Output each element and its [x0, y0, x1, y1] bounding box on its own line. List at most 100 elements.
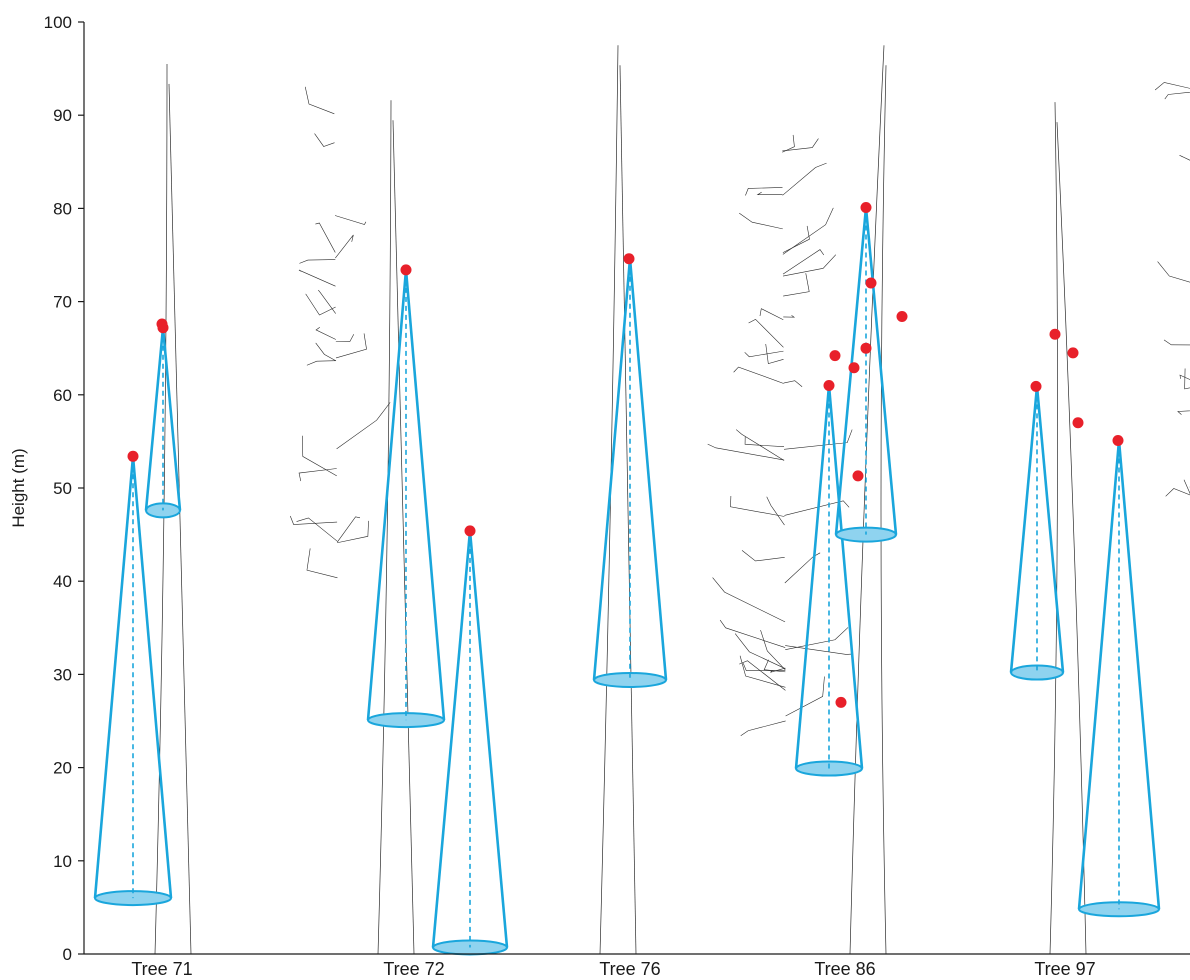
trunk-line [849, 45, 885, 955]
tree-skeleton [599, 45, 1190, 955]
data-point [852, 470, 864, 482]
branch-line [334, 215, 367, 225]
branch-line [784, 429, 853, 450]
x-category-label: Tree 76 [599, 959, 660, 979]
data-point [1049, 328, 1061, 340]
data-point [1030, 380, 1042, 392]
data-point [823, 379, 835, 391]
y-tick-label: 10 [53, 852, 72, 871]
y-tick-label: 20 [53, 759, 72, 778]
branch-line [733, 366, 784, 384]
branch-line [785, 676, 825, 717]
x-category-label: Tree 72 [383, 959, 444, 979]
crown-cone [834, 207, 898, 543]
branch-line [306, 360, 337, 366]
branch-line [336, 516, 361, 543]
branch-line [707, 443, 785, 461]
branch-line [785, 627, 849, 651]
branch-line [306, 548, 338, 579]
branch-line [783, 315, 796, 318]
branch-line [1184, 368, 1190, 390]
branch-line [783, 380, 803, 388]
branch-line [765, 343, 784, 365]
branch-line [296, 517, 338, 542]
branch-line [782, 225, 810, 253]
crown-cone [1077, 440, 1161, 918]
cone-side-line [161, 327, 182, 511]
data-point [1112, 434, 1124, 446]
trunk-line [392, 120, 415, 955]
branch-line [314, 133, 335, 147]
branch-line [782, 254, 837, 277]
crown-cone [431, 530, 509, 956]
tree-skeleton [849, 45, 887, 955]
cone-side-line [864, 207, 898, 535]
branch-line [302, 435, 337, 477]
x-category-label: Tree 71 [131, 959, 192, 979]
data-point [848, 362, 860, 374]
branch-line [784, 500, 850, 516]
branch-line [783, 273, 810, 297]
branch-line [782, 162, 827, 196]
branch-line [766, 496, 785, 526]
cone-side-line [1117, 440, 1161, 910]
data-points [127, 201, 1124, 708]
crown-cone [1009, 386, 1065, 681]
branch-line [315, 327, 336, 340]
data-point [623, 253, 635, 265]
y-tick-label: 80 [53, 199, 72, 218]
data-point [157, 322, 169, 334]
branch-line [1183, 479, 1190, 495]
cone-side-line [592, 258, 632, 681]
branch-line [1164, 91, 1190, 100]
branch-line [785, 645, 853, 655]
crown-cone [794, 385, 864, 777]
cone-base-ellipse [145, 502, 181, 519]
branch-line [304, 86, 335, 115]
cone-side-line [1009, 386, 1039, 673]
x-category-labels: Tree 71 Tree 72 Tree 76 Tree 86 Tree 97 [131, 959, 1095, 979]
cone-side-line [827, 385, 864, 769]
x-category-label: Tree 97 [1034, 959, 1095, 979]
tree-skeleton [1049, 102, 1087, 955]
y-axis [83, 22, 1190, 955]
branch-line [744, 436, 785, 448]
cone-side-line [431, 530, 472, 948]
branch-line [741, 550, 785, 562]
branch-line [1179, 374, 1190, 380]
y-tick-labels: 0 10 20 30 40 50 60 70 80 90 100 [44, 13, 84, 964]
y-tick-label: 50 [53, 479, 72, 498]
y-tick-label: 30 [53, 665, 72, 684]
y-tick-label: 40 [53, 572, 72, 591]
branch-line [1163, 339, 1190, 346]
cone-side-line [1077, 440, 1121, 910]
branch-line [298, 468, 337, 482]
branch-line [335, 234, 354, 259]
data-point [400, 264, 412, 276]
y-axis-title: Height (m) [9, 448, 28, 527]
branch-line [734, 633, 786, 669]
trunk-line [880, 65, 887, 955]
branch-line [748, 318, 784, 348]
data-point [1072, 417, 1084, 429]
data-point [127, 450, 139, 462]
branch-line [760, 629, 786, 671]
tree-skeletons [154, 45, 1190, 955]
data-point [829, 350, 841, 362]
trunk-line [1056, 122, 1087, 955]
tree-skeleton [377, 100, 853, 955]
cone-side-line [144, 327, 165, 511]
crown-cone [93, 456, 173, 907]
cone-side-line [628, 258, 668, 681]
cone-side-line [794, 385, 831, 769]
data-point [860, 201, 872, 213]
trunk-line [377, 100, 392, 955]
branch-line [782, 249, 825, 275]
branch-line [318, 289, 336, 314]
cone-side-line [366, 269, 408, 721]
crown-cones [93, 207, 1161, 956]
branch-line [305, 293, 336, 316]
trunk-line [619, 65, 637, 955]
data-point [860, 342, 872, 354]
